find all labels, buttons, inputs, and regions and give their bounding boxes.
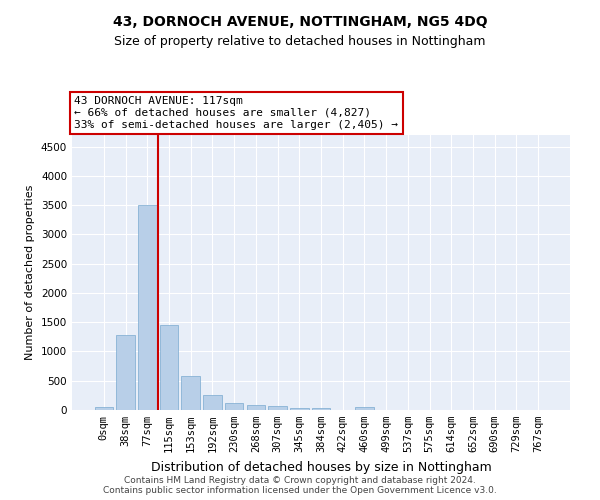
Bar	[268, 406, 287, 410]
Bar	[203, 396, 221, 410]
Bar	[247, 406, 265, 410]
Y-axis label: Number of detached properties: Number of detached properties	[25, 185, 35, 360]
Bar	[312, 408, 330, 410]
Bar	[290, 408, 308, 410]
Text: Size of property relative to detached houses in Nottingham: Size of property relative to detached ho…	[114, 35, 486, 48]
Text: 43, DORNOCH AVENUE, NOTTINGHAM, NG5 4DQ: 43, DORNOCH AVENUE, NOTTINGHAM, NG5 4DQ	[113, 15, 487, 29]
Text: 43 DORNOCH AVENUE: 117sqm
← 66% of detached houses are smaller (4,827)
33% of se: 43 DORNOCH AVENUE: 117sqm ← 66% of detac…	[74, 96, 398, 130]
Bar	[181, 376, 200, 410]
Bar	[138, 205, 157, 410]
Bar	[225, 403, 244, 410]
Bar	[355, 407, 374, 410]
Bar	[116, 335, 135, 410]
Bar	[95, 407, 113, 410]
X-axis label: Distribution of detached houses by size in Nottingham: Distribution of detached houses by size …	[151, 460, 491, 473]
Text: Contains HM Land Registry data © Crown copyright and database right 2024.
Contai: Contains HM Land Registry data © Crown c…	[103, 476, 497, 495]
Bar	[160, 324, 178, 410]
